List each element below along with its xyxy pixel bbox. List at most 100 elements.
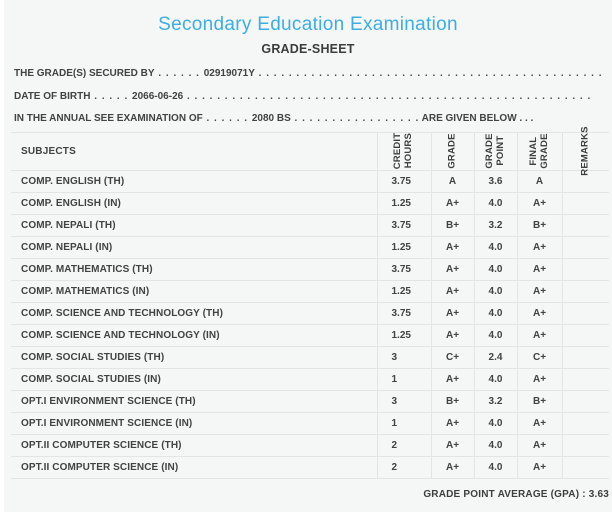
table-row: COMP. SCIENCE AND TECHNOLOGY (TH) 3.75 A… [11,302,609,325]
column-header-grade: GRADE [430,132,474,171]
subject-cell: COMP. SCIENCE AND TECHNOLOGY (IN) [11,324,377,347]
credit-hours-cell: 1.25 [376,280,431,303]
subject-cell: OPT.I ENVIRONMENT SCIENCE (TH) [11,390,377,413]
remarks-cell [561,258,609,281]
final-grade-cell: A+ [516,324,562,347]
remarks-cell [561,170,609,193]
remarks-cell [561,390,609,413]
credit-hours-cell: 3 [376,390,431,413]
grade-cell: A+ [430,302,474,325]
remarks-cell [561,456,609,479]
gpa-summary: GRADE POINT AVERAGE (GPA) : 3.63 [423,488,609,500]
final-grade-cell: B+ [516,390,562,413]
credit-hours-cell: 2 [376,434,431,457]
final-grade-cell: A+ [516,258,562,281]
grade-point-cell: 4.0 [473,412,517,435]
final-grade-vertical-label: FINAL GRADE [527,133,550,169]
grade-cell: A+ [430,324,474,347]
remarks-vertical-label: REMARKS [579,126,591,176]
credit-hours-cell: 3.75 [376,170,431,193]
subject-cell: COMP. ENGLISH (TH) [11,170,377,193]
table-row: COMP. SOCIAL STUDIES (TH) 3 C+ 2.4 C+ [11,346,609,369]
subject-cell: COMP. NEPALI (TH) [11,214,377,237]
credit-hours-cell: 3.75 [376,214,431,237]
table-row: COMP. MATHEMATICS (IN) 1.25 A+ 4.0 A+ [11,280,609,303]
grade-point-cell: 4.0 [473,368,517,391]
column-header-remarks: REMARKS [561,126,609,176]
grade-point-cell: 4.0 [473,236,517,259]
remarks-cell [561,214,609,237]
final-grade-cell: A+ [516,456,562,479]
remarks-cell [561,324,609,347]
grade-point-cell: 3.2 [473,390,517,413]
remarks-cell [561,368,609,391]
header-row: SUBJECTS CREDIT HOURS GRADE GRADE POINT … [11,126,609,176]
dotted-leader: . . . . . . [202,113,252,124]
column-header-grade-point: GRADE POINT [473,132,517,171]
table-row: COMP. SOCIAL STUDIES (IN) 1 A+ 4.0 A+ [11,368,609,391]
info-line-grades-secured-by: THE GRADE(S) SECURED BY . . . . . . 0291… [14,63,606,86]
final-grade-cell: A+ [516,412,562,435]
info-label: THE GRADE(S) SECURED BY [14,68,155,79]
grade-cell: A+ [430,412,474,435]
final-grade-cell: A+ [516,192,562,215]
table-row: COMP. MATHEMATICS (TH) 3.75 A+ 4.0 A+ [11,258,609,281]
remarks-cell [561,412,609,435]
dotted-leader: . . . . . . . . . . . . . . . . . . . . … [183,90,592,102]
grade-cell: C+ [430,346,474,369]
table-row: COMP. ENGLISH (IN) 1.25 A+ 4.0 A+ [11,192,609,215]
grade-point-cell: 4.0 [473,434,517,457]
credit-hours-vertical-label: CREDIT HOURS [392,132,414,170]
info-suffix: ARE GIVEN BELOW . . . [419,113,534,124]
subject-cell: OPT.II COMPUTER SCIENCE (TH) [11,434,377,457]
column-header-subjects: SUBJECTS [11,132,377,171]
grade-point-cell: 4.0 [473,456,517,479]
remarks-cell [561,280,609,303]
info-label: DATE OF BIRTH [14,90,91,102]
credit-hours-cell: 3.75 [376,302,431,325]
subject-cell: COMP. MATHEMATICS (IN) [11,280,377,303]
credit-hours-cell: 3.75 [376,258,431,281]
grade-point-cell: 4.0 [473,324,517,347]
page-title: Secondary Education Examination [158,14,458,35]
subject-cell: COMP. ENGLISH (IN) [11,192,377,215]
grade-point-cell: 4.0 [473,258,517,281]
dotted-leader: . . . . . . [154,68,204,79]
grade-cell: A+ [430,280,474,303]
table-row: COMP. NEPALI (TH) 3.75 B+ 3.2 B+ [11,214,609,237]
table-row: COMP. ENGLISH (TH) 3.75 A 3.6 A [11,170,609,193]
credit-hours-cell: 3 [376,346,431,369]
column-header-credit-hours: CREDIT HOURS [376,132,431,171]
grade-sheet-document: Secondary Education Examination GRADE-SH… [11,14,609,500]
final-grade-cell: A+ [516,302,562,325]
subject-cell: COMP. NEPALI (IN) [11,236,377,259]
grade-point-cell: 4.0 [473,280,517,303]
grade-table-header: SUBJECTS CREDIT HOURS GRADE GRADE POINT … [11,126,609,176]
subject-cell: COMP. SCIENCE AND TECHNOLOGY (TH) [11,302,377,325]
grade-point-vertical-label: GRADE POINT [483,133,506,169]
grade-cell: A+ [430,236,474,259]
grade-cell: A+ [430,456,474,479]
dotted-leader: . . . . . [90,90,133,102]
remarks-cell [561,236,609,259]
page-left-edge [0,0,4,512]
grade-vertical-label: GRADE [446,133,458,169]
grade-cell: B+ [430,214,474,237]
grade-cell: A [430,170,474,193]
dotted-leader: . . . . . . . . . . . . . . . . . . . . … [254,68,603,79]
remarks-cell [561,302,609,325]
table-row: OPT.I ENVIRONMENT SCIENCE (IN) 1 A+ 4.0 … [11,412,609,435]
info-label: IN THE ANNUAL SEE EXAMINATION OF [14,113,203,124]
final-grade-cell: B+ [516,214,562,237]
grade-cell: A+ [430,258,474,281]
info-line-date-of-birth: DATE OF BIRTH . . . . . 2066-06-26 . . .… [14,86,606,109]
remarks-cell [561,434,609,457]
date-of-birth-value: 2066-06-26 [132,90,184,102]
grade-cell: A+ [430,192,474,215]
table-row: COMP. SCIENCE AND TECHNOLOGY (IN) 1.25 A… [11,324,609,347]
final-grade-cell: A+ [516,368,562,391]
grade-point-cell: 2.4 [473,346,517,369]
remarks-cell [561,346,609,369]
info-line-examination-year: IN THE ANNUAL SEE EXAMINATION OF . . . .… [14,108,606,131]
grade-table: SUBJECTS CREDIT HOURS GRADE GRADE POINT … [11,126,609,479]
